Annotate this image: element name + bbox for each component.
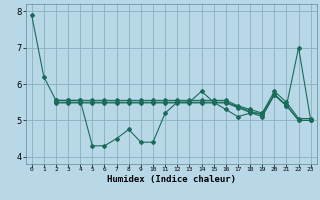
X-axis label: Humidex (Indice chaleur): Humidex (Indice chaleur) bbox=[107, 175, 236, 184]
